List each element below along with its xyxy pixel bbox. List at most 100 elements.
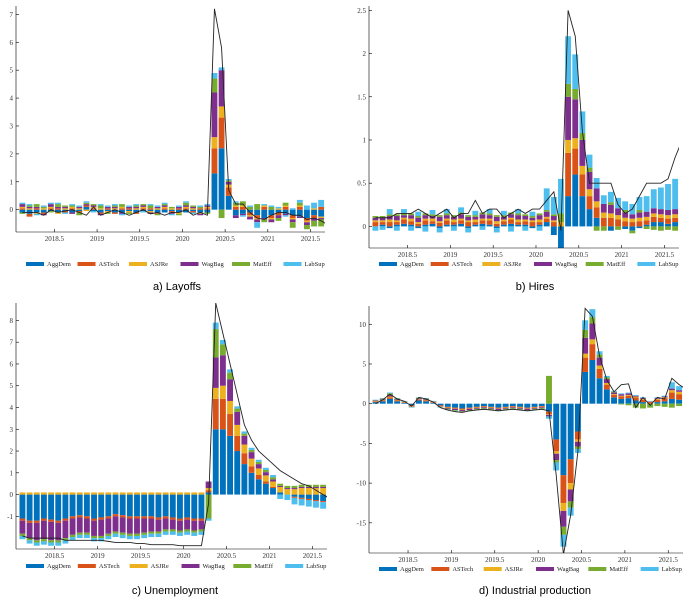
legend-swatch-ASJRe — [129, 564, 148, 568]
bar-WagBag — [550, 216, 557, 221]
bar-ASJRe — [69, 206, 76, 209]
bar-MatEff — [450, 215, 457, 217]
bar-MatEff — [270, 477, 276, 480]
bar-WagBag — [282, 213, 289, 216]
bar-ASJRe — [643, 216, 650, 221]
bar-LabSup — [661, 395, 668, 397]
bar-WagBag — [33, 522, 40, 541]
bar-WagBag — [596, 357, 603, 366]
bar-ASJRe — [320, 488, 327, 495]
y-tick-label: -1 — [7, 513, 13, 521]
bar-MatEff — [197, 206, 204, 209]
bar-ASTech — [219, 398, 226, 430]
bar-AggDem — [232, 209, 239, 216]
bar-ASJRe — [119, 206, 125, 209]
bar-ASTech — [69, 516, 76, 519]
bar-LabSup — [212, 322, 219, 330]
bar-MatEff — [429, 214, 436, 217]
bar-ASJRe — [289, 218, 296, 220]
bar-MatEff — [465, 215, 472, 217]
bar-AggDem — [62, 494, 69, 519]
bar-ASJRe — [318, 216, 325, 219]
bar-AggDem — [155, 494, 162, 518]
bar-WagBag — [654, 398, 661, 399]
bar-ASTech — [502, 406, 509, 408]
bar-ASTech — [104, 208, 111, 210]
bar-MatEff — [111, 205, 118, 207]
bar-MatEff — [618, 403, 625, 405]
bar-MatEff — [162, 529, 169, 532]
bar-WagBag — [289, 219, 296, 223]
bar-AggDem — [161, 209, 168, 213]
bar-ASTech — [415, 399, 422, 401]
legend-label: WagBag — [557, 566, 580, 573]
bar-MatEff — [603, 377, 610, 380]
bar-LabSup — [140, 211, 147, 213]
bar-MatEff — [473, 408, 480, 410]
total-line — [375, 307, 683, 553]
legend: AggDem ASTech ASJRe WagBag MatEff LabSup — [379, 566, 682, 573]
y-tick-label: 2 — [10, 150, 14, 158]
bar-AggDem — [480, 403, 487, 407]
bar-LabSup — [600, 195, 607, 204]
bar-ASJRe — [277, 486, 284, 493]
bar-LabSup — [183, 201, 189, 203]
bar-LabSup — [147, 204, 154, 206]
bar-ASTech — [625, 395, 632, 399]
bar-WagBag — [600, 203, 607, 213]
bar-ASTech — [254, 215, 261, 219]
bar-WagBag — [305, 486, 312, 489]
bar-MatEff — [643, 226, 650, 229]
bar-WagBag — [625, 393, 632, 395]
bar-AggDem — [55, 494, 62, 521]
bar-ASTech — [69, 208, 76, 210]
bar-AggDem — [247, 209, 253, 213]
bar-ASTech — [119, 515, 126, 518]
bar-LabSup — [450, 226, 457, 231]
bar-LabSup — [232, 201, 239, 203]
bar-WagBag — [247, 216, 253, 220]
bar-LabSup — [625, 392, 632, 394]
bar-ASTech — [509, 406, 516, 407]
bar-LabSup — [596, 351, 603, 355]
bar-MatEff — [126, 533, 133, 536]
bar-AggDem — [327, 495, 333, 502]
bar-WagBag — [255, 464, 262, 469]
bar-ASJRe — [386, 396, 393, 398]
y-tick-label: 0.5 — [357, 180, 366, 188]
legend-swatch-ASJRe — [482, 262, 501, 266]
bar-LabSup — [270, 474, 276, 478]
bar-ASTech — [676, 394, 683, 400]
bar-ASTech — [486, 220, 493, 225]
legend: AggDem ASTech ASJRe WagBag MatEff LabSup — [26, 261, 325, 268]
bar-LabSup — [148, 533, 155, 538]
y-tick-label: 6 — [10, 39, 14, 47]
bar-LabSup — [104, 205, 111, 207]
bar-WagBag — [26, 206, 33, 209]
bar-MatEff — [393, 214, 400, 217]
bar-ASJRe — [198, 492, 205, 495]
bar-WagBag — [538, 407, 545, 409]
bar-WagBag — [313, 486, 319, 489]
bar-AggDem — [657, 222, 664, 227]
bar-LabSup — [218, 67, 225, 71]
bar-ASJRe — [304, 220, 310, 223]
bar-ASTech — [190, 211, 197, 213]
y-tick-label: 7 — [10, 11, 14, 19]
bar-ASTech — [536, 222, 543, 225]
bar-MatEff — [62, 205, 68, 207]
bar-LabSup — [227, 369, 233, 373]
bar-ASJRe — [543, 216, 550, 219]
bar-ASJRe — [536, 219, 543, 223]
bar-AggDem — [76, 494, 83, 516]
bar-AggDem — [543, 222, 550, 227]
bar-LabSup — [83, 534, 90, 539]
bar-LabSup — [618, 393, 625, 395]
bar-ASTech — [508, 219, 514, 224]
bar-MatEff — [452, 410, 458, 411]
bar-ASTech — [47, 208, 54, 210]
bar-MatEff — [198, 529, 205, 532]
bar-LabSup — [211, 72, 218, 79]
bar-AggDem — [40, 209, 47, 213]
bar-ASJRe — [415, 222, 422, 224]
